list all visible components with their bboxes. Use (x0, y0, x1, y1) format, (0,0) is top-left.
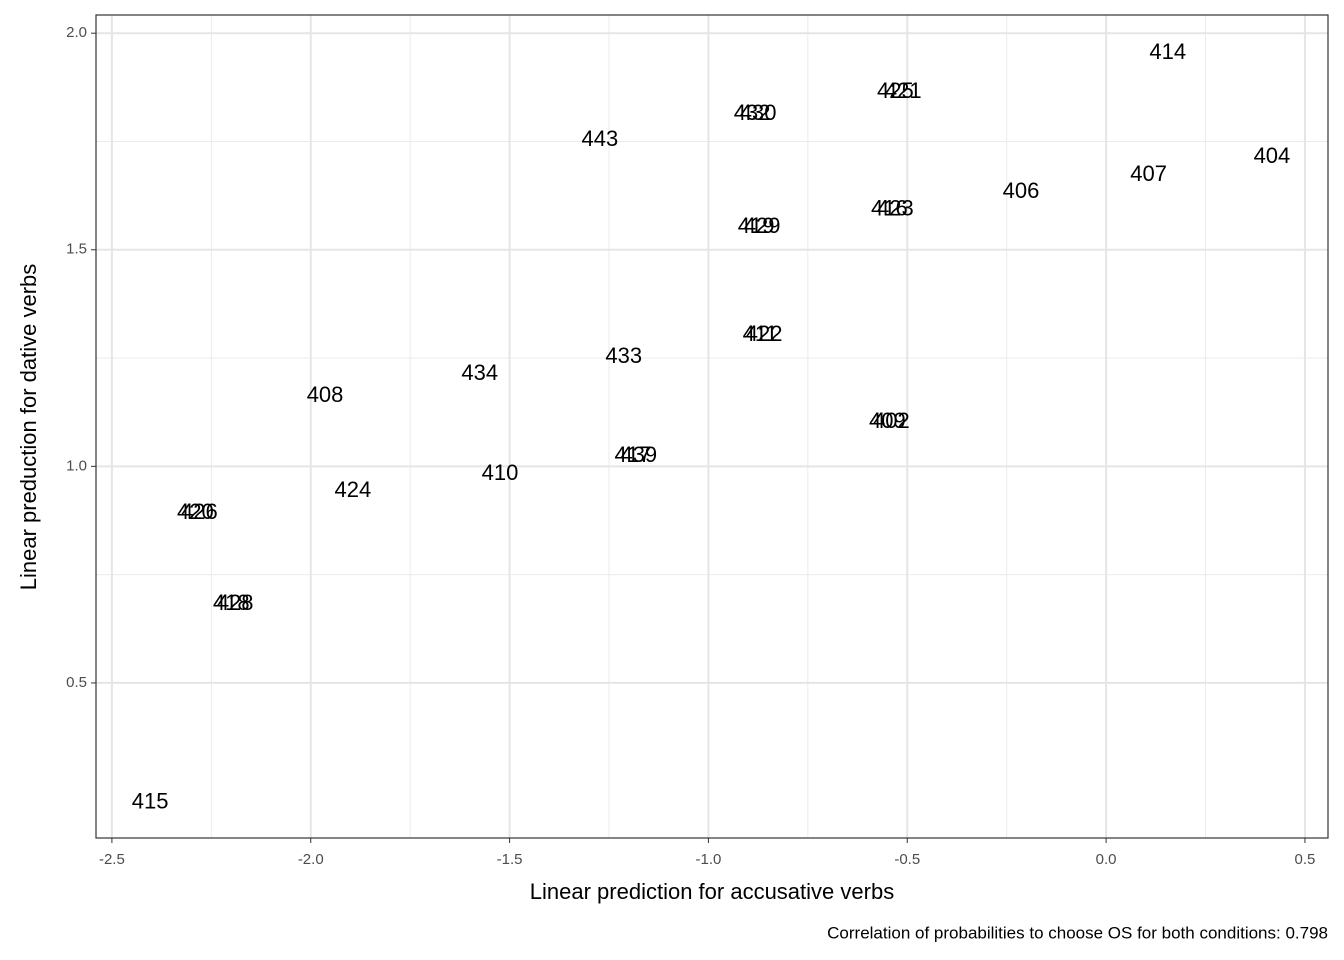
y-tick-label: 0.5 (66, 674, 87, 691)
point-label: 404 (1254, 143, 1291, 168)
point-label: 411 (743, 321, 778, 346)
point-label: 425 (877, 78, 914, 103)
caption: Correlation of probabilities to choose O… (827, 923, 1328, 942)
point-label: 414 (1149, 39, 1186, 64)
point-label: 433 (605, 343, 642, 368)
point-label: 408 (307, 382, 344, 407)
point-label: 424 (335, 477, 372, 502)
point-label: 420 (177, 499, 214, 524)
point-label: 421 (885, 78, 922, 103)
point-label: 422 (746, 321, 783, 346)
point-label: 418 (213, 590, 250, 615)
plot-border (95, 14, 1329, 839)
x-tick-label: -1.0 (695, 851, 721, 868)
x-tick-label: -0.5 (894, 851, 920, 868)
x-tick-label: 0.5 (1295, 851, 1316, 868)
point-label: 426 (181, 499, 218, 524)
point-label: 419 (738, 213, 775, 238)
point-label: 416 (871, 196, 908, 221)
point-label: 439 (620, 442, 657, 467)
point-label: 423 (877, 196, 914, 221)
point-label: 432 (734, 100, 771, 125)
x-tick-label: -2.0 (298, 851, 324, 868)
y-tick-label: 1.0 (66, 457, 87, 474)
point-label: 402 (873, 408, 910, 433)
point-label: 410 (482, 460, 519, 485)
plot-background (96, 15, 1328, 838)
y-axis-title: Linear preduction for dative verbs (16, 264, 41, 591)
point-label: 428 (217, 590, 254, 615)
point-label: 406 (1003, 178, 1040, 203)
point-label: 409 (869, 408, 906, 433)
point-label: 429 (744, 213, 781, 238)
point-label: 443 (581, 126, 618, 151)
point-label: 417 (615, 442, 652, 467)
x-tick-label: 0.0 (1096, 851, 1117, 868)
point-label: 434 (461, 360, 498, 385)
x-axis-title: Linear prediction for accusative verbs (530, 879, 894, 904)
y-tick-label: 1.5 (66, 241, 87, 258)
point-label: 415 (132, 789, 169, 814)
x-tick-label: -1.5 (497, 851, 523, 868)
point-label: 407 (1130, 161, 1167, 186)
x-tick-label: -2.5 (99, 851, 125, 868)
y-tick-label: 2.0 (66, 24, 87, 41)
point-label: 430 (740, 100, 777, 125)
